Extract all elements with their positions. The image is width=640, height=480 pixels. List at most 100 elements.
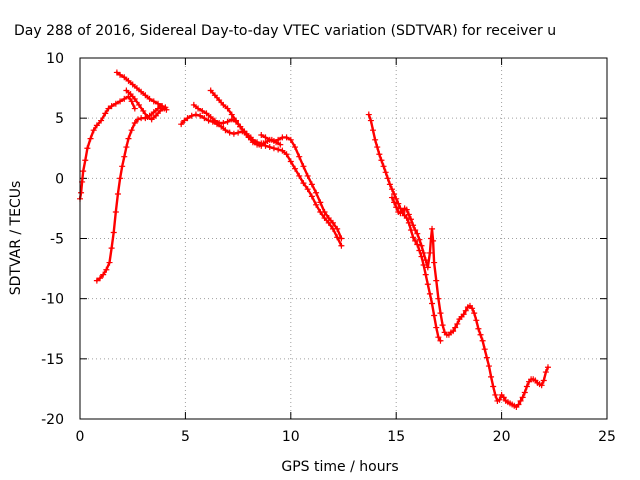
data-point <box>78 189 85 196</box>
data-point <box>515 401 522 408</box>
data-point <box>98 117 105 124</box>
data-point <box>490 383 497 390</box>
x-tick-label: 20 <box>493 429 511 445</box>
data-point <box>125 77 132 84</box>
data-point <box>370 127 377 134</box>
data-point <box>93 277 100 284</box>
data-point <box>403 206 410 213</box>
x-tick-label: 15 <box>387 429 405 445</box>
data-point <box>117 175 124 182</box>
data-point <box>544 364 551 371</box>
data-point <box>388 194 395 201</box>
data-point <box>412 237 419 244</box>
grid-lines <box>80 58 607 419</box>
data-series <box>77 69 551 410</box>
data-point <box>429 225 436 232</box>
data-point <box>102 110 109 117</box>
data-point <box>405 211 412 218</box>
data-point <box>142 92 149 99</box>
data-point <box>140 107 147 114</box>
data-point <box>150 109 157 116</box>
data-point <box>308 181 315 188</box>
data-point <box>190 101 197 108</box>
data-point <box>313 201 320 208</box>
data-point <box>178 121 185 128</box>
y-tick-label: -10 <box>41 292 64 308</box>
data-point <box>308 193 315 200</box>
data-point <box>431 259 438 266</box>
data-point <box>488 373 495 380</box>
data-point <box>262 142 269 149</box>
data-point <box>157 107 164 114</box>
data-point <box>82 157 89 164</box>
data-point <box>435 295 442 302</box>
data-point <box>433 277 440 284</box>
data-point <box>405 219 412 226</box>
data-point <box>435 334 442 341</box>
data-point <box>108 103 115 110</box>
data-point <box>100 271 107 278</box>
data-point <box>420 261 427 268</box>
data-point <box>496 396 503 403</box>
data-point <box>131 105 138 112</box>
data-point <box>258 140 265 147</box>
data-point <box>211 92 218 99</box>
data-point <box>127 91 134 98</box>
data-point <box>410 234 417 241</box>
data-point <box>325 215 332 222</box>
data-point <box>378 157 385 164</box>
data-point <box>181 117 188 124</box>
data-point <box>329 219 336 226</box>
data-point <box>538 382 545 389</box>
data-point <box>540 377 547 384</box>
data-point <box>112 100 119 107</box>
data-point <box>232 117 239 124</box>
data-point <box>121 74 128 81</box>
data-point <box>245 133 252 140</box>
data-point <box>321 209 328 216</box>
data-point <box>125 135 132 142</box>
y-axis-label: SDTVAR / TECUs <box>8 181 24 296</box>
data-point <box>220 101 227 108</box>
data-point <box>477 331 484 338</box>
data-point <box>277 141 284 148</box>
data-point <box>131 95 138 102</box>
data-point <box>270 138 277 145</box>
data-point <box>304 186 311 193</box>
data-point <box>241 128 248 135</box>
y-tick-label: 5 <box>55 111 64 127</box>
data-point <box>201 115 208 122</box>
data-point <box>452 324 459 331</box>
data-point <box>475 325 482 332</box>
data-point <box>279 147 286 154</box>
data-point <box>136 101 143 108</box>
data-point <box>407 216 414 223</box>
data-point <box>410 222 417 229</box>
data-point <box>418 242 425 249</box>
data-point <box>108 245 115 252</box>
x-tick-label: 25 <box>598 429 616 445</box>
data-point <box>296 153 303 160</box>
data-point <box>374 144 381 151</box>
data-point <box>287 136 294 143</box>
data-point <box>372 136 379 143</box>
data-point <box>393 195 400 202</box>
data-point <box>163 106 170 113</box>
data-point <box>110 229 117 236</box>
data-point <box>382 169 389 176</box>
data-point <box>80 168 87 175</box>
data-point <box>422 271 429 278</box>
data-point <box>414 241 421 248</box>
data-point <box>433 324 440 331</box>
data-point <box>121 95 128 102</box>
data-point <box>422 257 429 264</box>
data-point <box>134 116 141 123</box>
data-point <box>113 69 120 76</box>
data-point <box>292 144 299 151</box>
plot-frame <box>79 57 608 420</box>
y-tick-label: 0 <box>55 171 64 187</box>
data-point <box>283 151 290 158</box>
x-tick-label: 0 <box>76 429 85 445</box>
data-point <box>197 112 204 119</box>
tick-labels: 0 5 10 15 20 25 -20 -15 -10 -5 0 5 10 <box>41 51 616 445</box>
